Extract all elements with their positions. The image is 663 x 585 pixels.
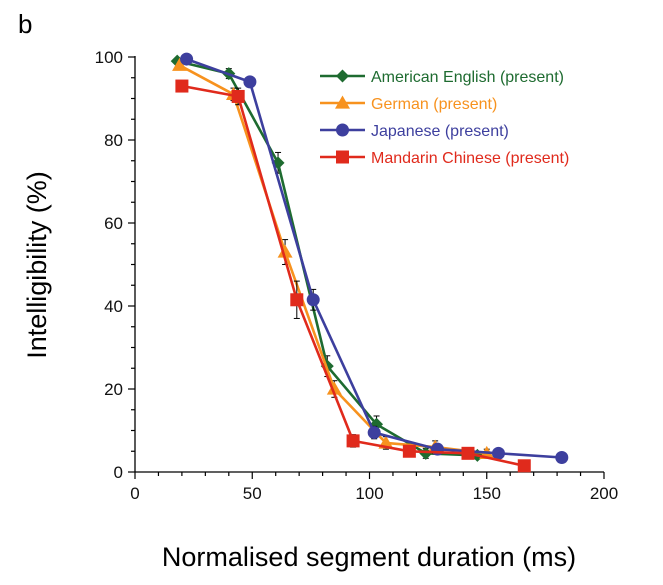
legend-item: Japanese (present) bbox=[320, 123, 509, 140]
legend-label: Mandarin Chinese (present) bbox=[371, 150, 569, 167]
series-german-present bbox=[172, 57, 495, 459]
legend-label: American English (present) bbox=[371, 69, 564, 86]
data-point bbox=[243, 75, 257, 89]
data-point bbox=[306, 293, 320, 307]
x-tick-label: 150 bbox=[473, 484, 501, 503]
panel-label: b bbox=[18, 9, 32, 39]
legend-label: Japanese (present) bbox=[371, 123, 509, 140]
axes: 0 20 40 60 80 100 0 50 100 150 200 bbox=[95, 48, 619, 503]
x-tick-label: 0 bbox=[130, 484, 139, 503]
data-point bbox=[172, 57, 188, 71]
data-point bbox=[290, 293, 304, 307]
data-point bbox=[402, 444, 416, 458]
data-point bbox=[419, 446, 433, 460]
y-tick-label: 80 bbox=[104, 131, 123, 150]
legend-item: German (present) bbox=[320, 95, 497, 113]
data-point bbox=[231, 89, 245, 103]
data-point bbox=[431, 442, 445, 456]
series-mandarin-chinese-present bbox=[175, 79, 531, 473]
data-point bbox=[367, 426, 381, 440]
x-tick-label: 50 bbox=[243, 484, 262, 503]
x-tick-label: 200 bbox=[590, 484, 618, 503]
y-tick-label: 40 bbox=[104, 297, 123, 316]
x-axis-title: Normalised segment duration (ms) bbox=[162, 542, 576, 572]
data-point bbox=[326, 381, 342, 395]
y-tick-label: 60 bbox=[104, 214, 123, 233]
series-american-english-present bbox=[170, 54, 484, 462]
legend-label: German (present) bbox=[371, 96, 497, 113]
data-point bbox=[517, 459, 531, 473]
legend-marker bbox=[336, 150, 349, 164]
legend-marker bbox=[335, 95, 350, 109]
data-point bbox=[461, 446, 475, 460]
data-point bbox=[555, 450, 569, 464]
x-tick-label: 100 bbox=[355, 484, 383, 503]
data-point bbox=[346, 434, 360, 448]
legend-item: American English (present) bbox=[320, 69, 564, 86]
data-point bbox=[277, 244, 293, 258]
y-tick-label: 100 bbox=[95, 48, 123, 67]
series-group bbox=[170, 52, 569, 473]
y-tick-label: 0 bbox=[114, 463, 123, 482]
y-tick-label: 20 bbox=[104, 380, 123, 399]
data-point bbox=[180, 52, 194, 66]
series-line bbox=[176, 59, 478, 457]
legend: American English (present) German (presen… bbox=[320, 69, 569, 167]
y-axis-title: Intelligibility (%) bbox=[22, 171, 52, 359]
data-point bbox=[491, 446, 505, 460]
legend-marker bbox=[336, 123, 349, 137]
legend-item: Mandarin Chinese (present) bbox=[320, 150, 569, 167]
series-japanese-present bbox=[180, 52, 569, 464]
legend-marker bbox=[336, 69, 349, 83]
data-point bbox=[175, 79, 189, 93]
